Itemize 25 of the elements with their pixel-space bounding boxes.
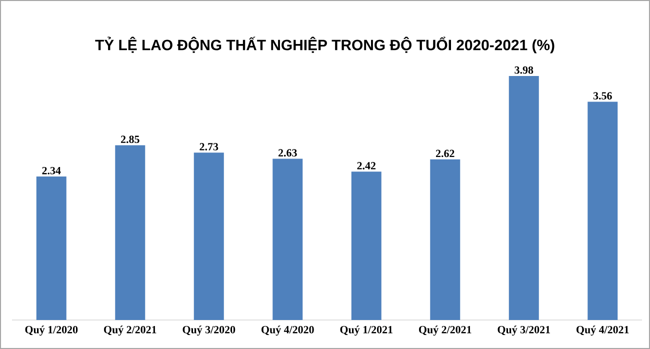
bar: [272, 158, 303, 320]
chart-title: TỶ LỆ LAO ĐỘNG THẤT NGHIỆP TRONG ĐỘ TUỔI 2020-2021 (%): [95, 36, 554, 54]
bar: [194, 152, 224, 320]
bar: [36, 176, 66, 320]
data-label: 2.63: [278, 149, 297, 157]
data-label: 3.98: [514, 66, 534, 74]
data-label: 2.73: [200, 143, 218, 150]
x-tick-label: Quý 4/2021: [576, 326, 629, 336]
data-label: 2.85: [120, 136, 140, 144]
x-tick-label: Quý 4/2020: [262, 326, 314, 336]
bar: [351, 172, 382, 320]
bar: [588, 102, 618, 320]
x-tick-label: Quý 1/2021: [340, 326, 392, 336]
data-label: 2.42: [357, 162, 376, 170]
data-label: 3.56: [593, 92, 612, 100]
data-label: 2.34: [42, 166, 61, 174]
x-tick-label: Quý 3/2021: [498, 326, 550, 336]
bar: [115, 145, 146, 320]
x-tick-label: Quý 3/2020: [182, 326, 236, 336]
x-tick-label: Quý 2/2021: [104, 326, 156, 336]
x-tick-label: Quý 2/2021: [419, 326, 472, 336]
data-label: 2.62: [436, 150, 454, 158]
bar: [430, 159, 460, 320]
x-tick-label: Quý 1/2020: [25, 326, 78, 336]
bar: [508, 76, 539, 320]
